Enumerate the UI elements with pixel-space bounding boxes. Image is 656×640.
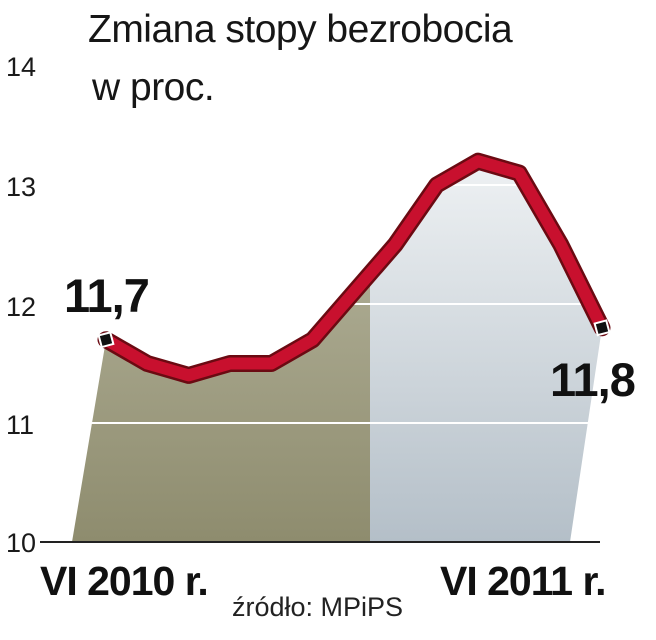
x-tick-label-end: VI 2011 r. [440,558,607,604]
y-tick-label: 12 [6,292,37,322]
area-fill-left [72,273,370,542]
y-tick-label: 14 [6,52,37,82]
series-line [97,152,611,384]
series-line-path [100,155,608,382]
source-note: źródło: MPiPS [232,592,404,622]
data-label-first: 11,7 [64,269,150,322]
y-tick-label: 10 [6,528,37,558]
chart-title-line-1: Zmiana stopy bezrobocia [88,8,513,51]
data-point-last [593,319,611,337]
x-tick-label-start: VI 2010 r. [40,558,209,604]
data-point-first [97,331,115,349]
area-fill [72,161,602,542]
chart-title-line-2: w proc. [92,66,215,109]
area-fill-right [370,161,602,542]
y-tick-label: 11 [6,410,35,440]
data-label-last: 11,8 [550,353,636,406]
gridlines [50,65,590,424]
y-tick-label: 13 [6,172,37,202]
end-markers [97,319,611,349]
